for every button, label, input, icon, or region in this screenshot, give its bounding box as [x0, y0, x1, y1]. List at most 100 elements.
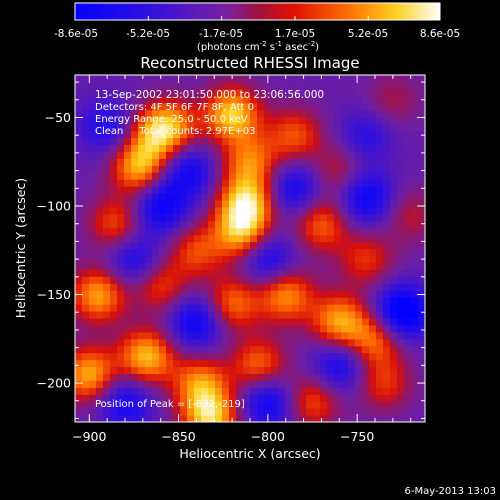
- heatmap-cell: [110, 310, 118, 319]
- heatmap-cell: [222, 234, 230, 243]
- heatmap-cell: [124, 387, 132, 395]
- heatmap-cell: [418, 158, 425, 166]
- heatmap-cell: [320, 380, 328, 388]
- heatmap-cell: [306, 227, 314, 236]
- heatmap-cell: [208, 304, 216, 312]
- heatmap-cell: [117, 331, 125, 340]
- heatmap-cell: [145, 199, 153, 208]
- heatmap-cell: [124, 373, 132, 381]
- heatmap-cell: [404, 366, 412, 375]
- heatmap-cell: [215, 310, 223, 319]
- heatmap-cell: [208, 373, 216, 381]
- heatmap-cell: [299, 213, 307, 222]
- heatmap-cell: [285, 206, 293, 215]
- heatmap-cell: [264, 408, 272, 416]
- heatmap-cell: [299, 234, 307, 243]
- heatmap-cell: [89, 227, 97, 236]
- heatmap-cell: [285, 324, 293, 333]
- heatmap-cell: [390, 394, 398, 402]
- heatmap-cell: [243, 366, 251, 375]
- heatmap-cell: [383, 165, 391, 173]
- heatmap-cell: [208, 269, 216, 277]
- heatmap-cell: [278, 310, 286, 319]
- heatmap-cell: [362, 310, 370, 319]
- heatmap-cell: [334, 394, 342, 402]
- heatmap-cell: [383, 324, 391, 333]
- heatmap-cell: [306, 338, 314, 347]
- heatmap-cell: [362, 317, 370, 326]
- heatmap-cell: [376, 359, 384, 368]
- heatmap-cell: [229, 394, 237, 402]
- heatmap-cell: [145, 186, 153, 194]
- time-range-text: 13-Sep-2002 23:01:50.000 to 23:06:56.000: [95, 89, 324, 101]
- heatmap-cell: [411, 227, 419, 236]
- heatmap-cell: [208, 283, 216, 291]
- heatmap-cell: [418, 234, 425, 243]
- heatmap-cell: [89, 165, 97, 173]
- heatmap-cell: [397, 130, 405, 139]
- heatmap-cell: [327, 130, 335, 139]
- heatmap-cell: [355, 88, 363, 97]
- heatmap-cell: [187, 123, 195, 132]
- heatmap-cell: [299, 130, 307, 139]
- heatmap-cell: [110, 255, 118, 263]
- heatmap-cell: [194, 262, 202, 270]
- heatmap-cell: [75, 324, 83, 333]
- heatmap-cell: [320, 123, 328, 132]
- heatmap-cell: [306, 165, 314, 173]
- heatmap-cell: [89, 109, 97, 118]
- heatmap-cell: [369, 151, 377, 159]
- heatmap-cell: [341, 179, 349, 187]
- heatmap-cell: [159, 401, 167, 409]
- heatmap-cell: [236, 206, 244, 215]
- heatmap-cell: [278, 179, 286, 187]
- heatmap-cell: [222, 366, 230, 375]
- heatmap-cell: [173, 262, 181, 270]
- heatmap-cell: [383, 415, 391, 422]
- heatmap-cell: [201, 75, 209, 83]
- heatmap-cell: [404, 158, 412, 166]
- heatmap-cell: [257, 297, 265, 305]
- heatmap-cell: [194, 255, 202, 263]
- heatmap-cell: [355, 255, 363, 263]
- heatmap-cell: [292, 179, 300, 187]
- heatmap-cell: [411, 283, 419, 291]
- heatmap-cell: [250, 206, 258, 215]
- heatmap-cell: [75, 241, 83, 250]
- heatmap-cell: [208, 116, 216, 125]
- heatmap-cell: [201, 179, 209, 187]
- heatmap-cell: [222, 75, 230, 83]
- axes: −900 −850 −800 −750−50−100−150−200: [37, 75, 425, 444]
- heatmap-cell: [348, 317, 356, 326]
- heatmap-cell: [89, 366, 97, 375]
- heatmap-cell: [89, 290, 97, 298]
- heatmap-cell: [208, 75, 216, 83]
- heatmap-cell: [124, 401, 132, 409]
- colorbar-tick-label: -1.7e-05: [199, 28, 243, 40]
- heatmap-cell: [131, 324, 139, 333]
- heatmap-cell: [152, 366, 160, 375]
- heatmap-cell: [138, 144, 146, 152]
- heatmap-cell: [215, 331, 223, 340]
- heatmap-cell: [194, 109, 202, 118]
- heatmap-cell: [145, 255, 153, 263]
- heatmap-cell: [299, 317, 307, 326]
- heatmap-cell: [404, 199, 412, 208]
- heatmap-cell: [411, 276, 419, 284]
- heatmap-cell: [418, 317, 425, 326]
- heatmap-cell: [117, 81, 125, 90]
- heatmap-cell: [257, 206, 265, 215]
- colorbar-tick-label: 5.2e-05: [348, 28, 388, 40]
- heatmap-cell: [313, 317, 321, 326]
- heatmap-cell: [124, 338, 132, 347]
- heatmap-cell: [180, 304, 188, 312]
- heatmap-cell: [124, 220, 132, 229]
- heatmap-cell: [383, 297, 391, 305]
- heatmap-cell: [271, 387, 279, 395]
- heatmap-cell: [103, 81, 111, 90]
- heatmap-cell: [355, 276, 363, 284]
- heatmap-cell: [96, 186, 104, 194]
- heatmap-cell: [250, 283, 258, 291]
- heatmap-cell: [215, 172, 223, 180]
- heatmap-cell: [82, 408, 90, 416]
